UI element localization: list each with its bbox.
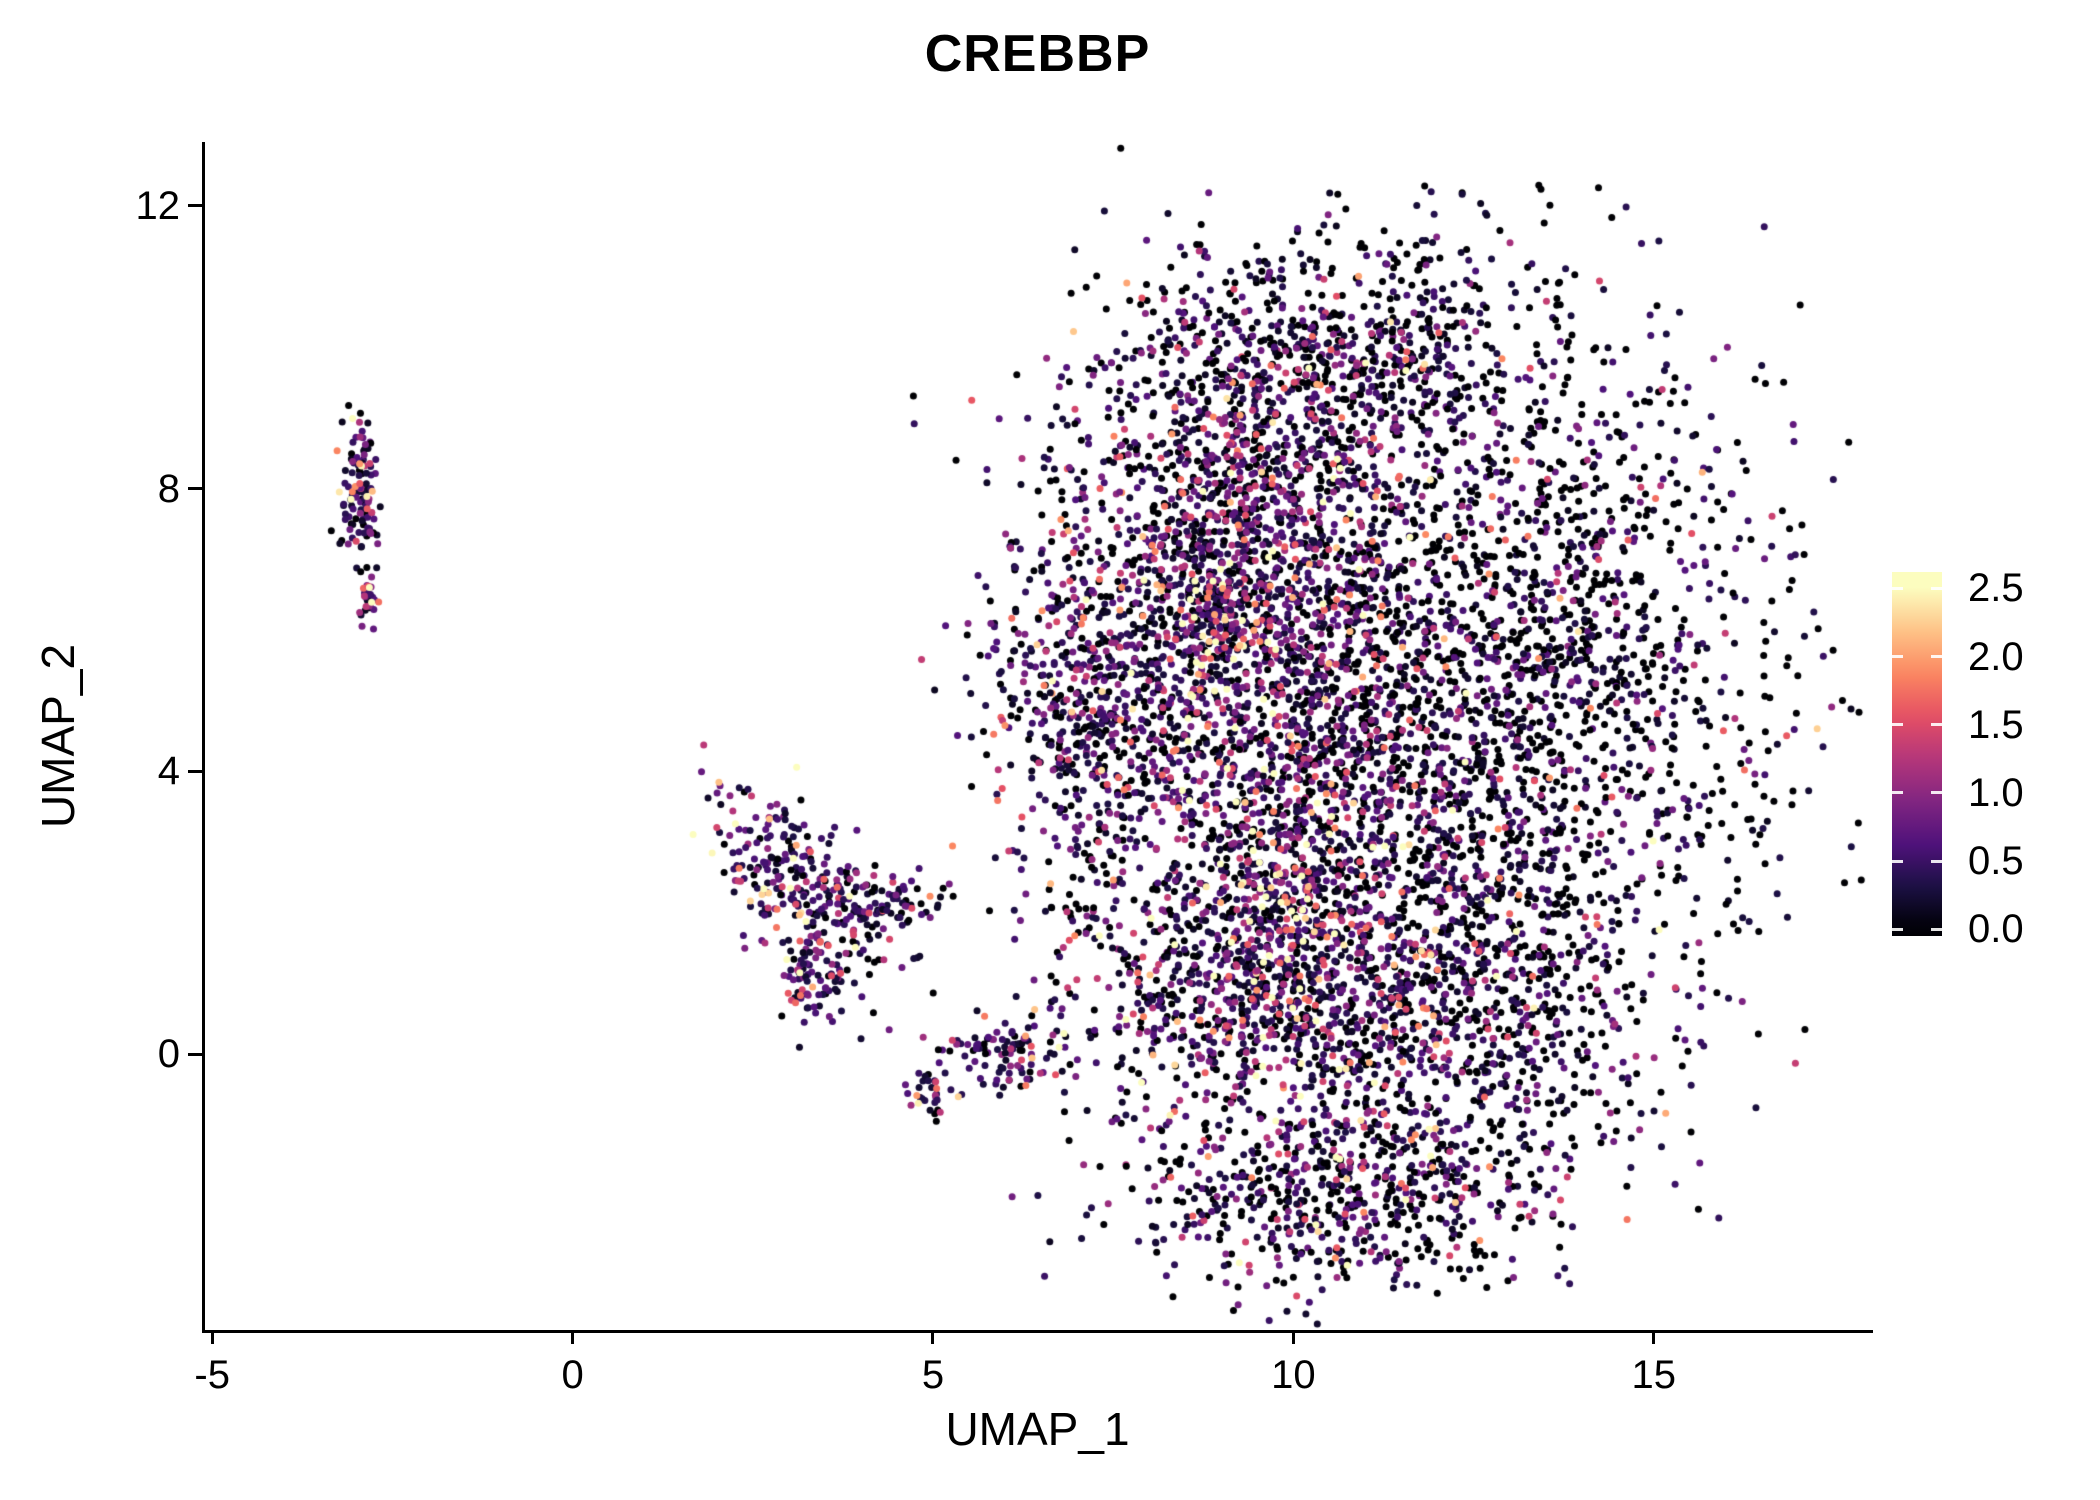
x-tick-mark — [931, 1330, 935, 1344]
plot-title: CREBBP — [924, 25, 1151, 83]
colorbar-tick-mark — [1931, 927, 1942, 931]
x-tick-label: 15 — [1631, 1353, 1677, 1397]
x-tick-mark — [571, 1330, 575, 1344]
y-axis-label: UMAP_2 — [32, 643, 84, 829]
y-tick-mark — [188, 1052, 202, 1056]
colorbar-tick-label: 0.0 — [1968, 907, 2024, 952]
y-tick-label: 8 — [157, 466, 180, 511]
colorbar-tick-mark — [1892, 859, 1903, 863]
y-tick-label: 12 — [135, 183, 181, 228]
colorbar-tick-label: 0.5 — [1968, 839, 2024, 884]
colorbar-tick-mark — [1892, 723, 1903, 727]
colorbar-tick-mark — [1931, 586, 1942, 590]
colorbar-tick-label: 1.0 — [1968, 770, 2024, 815]
y-tick-label: 0 — [157, 1032, 180, 1077]
colorbar-tick-mark — [1892, 791, 1903, 795]
colorbar-tick-label: 1.5 — [1968, 702, 2024, 747]
colorbar-tick-mark — [1892, 586, 1903, 590]
scatter-points-canvas — [205, 142, 1870, 1330]
x-tick-label: 0 — [561, 1353, 584, 1397]
colorbar-tick-mark — [1931, 723, 1942, 727]
colorbar-gradient — [1892, 572, 1942, 936]
y-tick-label: 4 — [157, 749, 180, 794]
y-axis-line — [202, 142, 205, 1333]
colorbar-tick-mark — [1931, 859, 1942, 863]
colorbar-tick-label: 2.5 — [1968, 566, 2024, 611]
y-tick-mark — [188, 487, 202, 490]
x-tick-label: 5 — [921, 1353, 945, 1397]
x-tick-mark — [210, 1330, 214, 1344]
x-axis-label: UMAP_1 — [945, 1403, 1130, 1455]
x-tick-mark — [1652, 1330, 1656, 1344]
colorbar-tick-mark — [1892, 927, 1903, 931]
y-tick-mark — [188, 769, 202, 773]
y-tick-mark — [188, 204, 202, 208]
x-axis-line — [202, 1330, 1873, 1333]
x-tick-mark — [1291, 1330, 1295, 1344]
colorbar-tick-mark — [1892, 655, 1903, 659]
colorbar-tick-mark — [1931, 791, 1942, 795]
x-tick-label: 10 — [1271, 1353, 1316, 1397]
colorbar-tick-label: 2.0 — [1968, 634, 2024, 679]
colorbar-legend — [1892, 572, 1942, 936]
colorbar-tick-mark — [1931, 655, 1942, 659]
x-tick-label: -5 — [194, 1353, 230, 1397]
